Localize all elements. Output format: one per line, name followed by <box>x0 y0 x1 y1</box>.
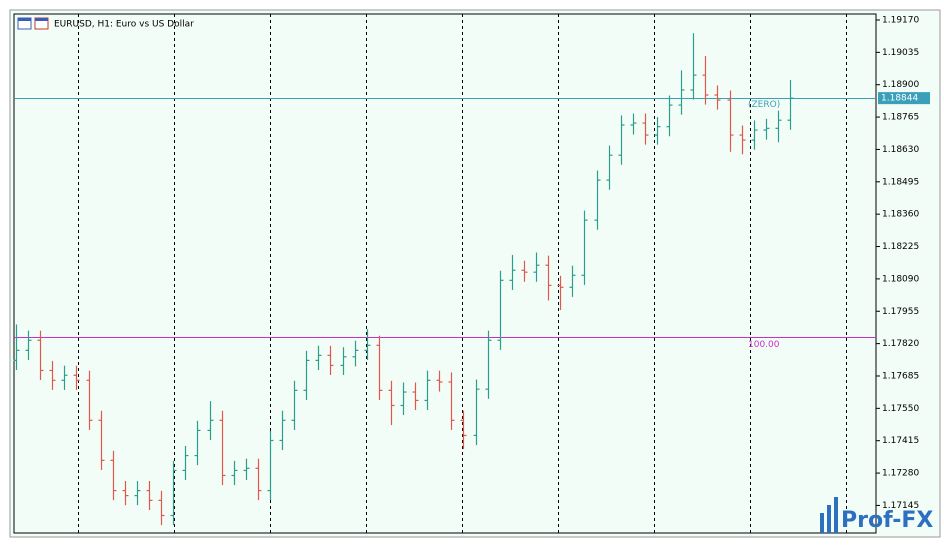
y-tick-label: 1.17820 <box>882 339 919 349</box>
y-tick-label: 1.19170 <box>882 15 919 25</box>
ohlc-bars <box>13 33 794 526</box>
y-tick-label: 1.17955 <box>882 307 919 317</box>
y-tick-label: 1.18225 <box>882 242 919 252</box>
y-tick-label: 1.18360 <box>882 210 919 220</box>
icon <box>18 18 31 21</box>
y-tick-label: 1.18495 <box>882 177 919 187</box>
plot-area <box>13 13 877 534</box>
y-tick-label: 1.18765 <box>882 113 919 123</box>
y-tick-label: 1.17415 <box>882 436 919 446</box>
symbol-icons <box>17 17 49 30</box>
price-box <box>878 92 930 105</box>
watermark: Prof-FX <box>841 508 933 533</box>
logo-bar <box>834 497 838 533</box>
y-tick-label: 1.18090 <box>882 274 919 284</box>
level-label: (ZERO) <box>748 100 780 110</box>
y-tick-label: 1.17280 <box>882 469 919 479</box>
logo-bar <box>820 513 824 533</box>
icon <box>35 18 48 21</box>
y-tick-label: 1.17145 <box>882 501 919 511</box>
level-label: 100.00 <box>748 340 780 350</box>
y-tick-label: 1.17550 <box>882 404 919 414</box>
period-separators <box>78 14 847 533</box>
chart-title: EURUSD, H1: Euro vs US Dollar <box>54 20 194 30</box>
y-tick-label: 1.18900 <box>882 80 919 90</box>
y-tick-label: 1.17685 <box>882 371 919 381</box>
y-tick-label: 1.18630 <box>882 145 919 155</box>
price-box-label: 1.18844 <box>881 94 918 104</box>
logo-bar <box>827 505 831 533</box>
y-tick-label: 1.19035 <box>882 48 919 58</box>
watermark-logo <box>820 497 838 533</box>
